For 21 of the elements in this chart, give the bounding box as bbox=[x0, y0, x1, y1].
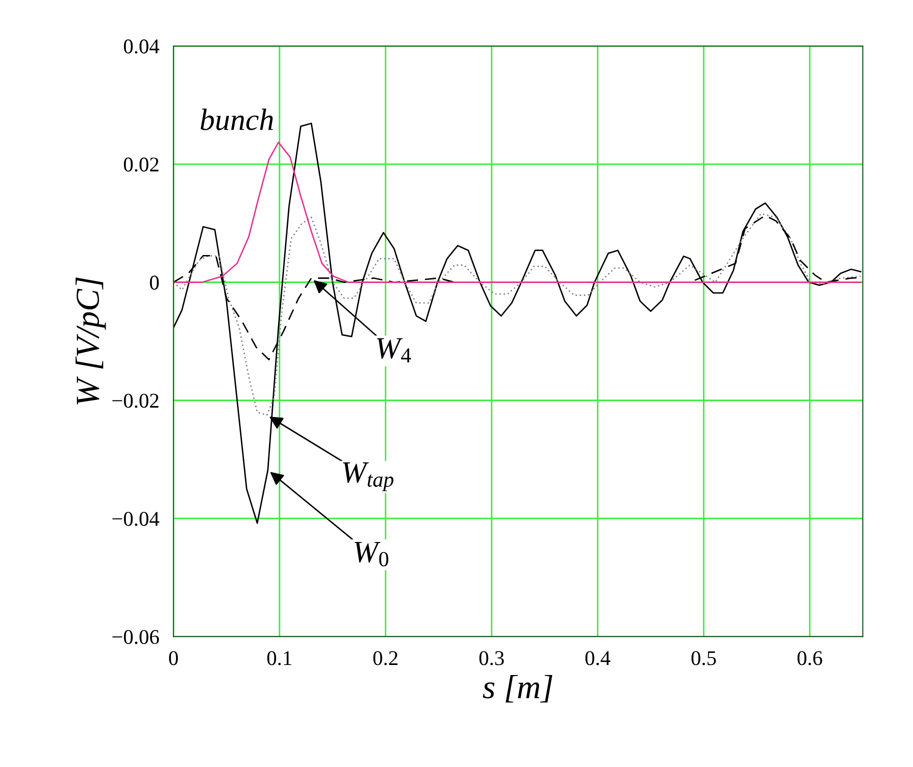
annotation: W$_{0}$ bbox=[354, 542, 388, 566]
x-tick-label: 0.5 bbox=[691, 651, 716, 666]
x-tick-label: 0.3 bbox=[479, 651, 504, 666]
annotation: bunch bbox=[200, 108, 273, 130]
x-tick-label: 0.6 bbox=[798, 651, 822, 666]
y-axis-title: W [V/pC] bbox=[76, 278, 106, 404]
y-tick-label: 0.02 bbox=[124, 158, 158, 172]
y-tick-label: −0.02 bbox=[112, 394, 158, 408]
x-axis-title: s [m] bbox=[482, 674, 552, 703]
annotation: W$_{tap}$ bbox=[343, 462, 394, 492]
y-tick-label: 0 bbox=[150, 276, 159, 290]
y-tick-label: 0.04 bbox=[124, 39, 160, 54]
x-tick-label: 0 bbox=[169, 651, 178, 666]
y-tick-label: −0.06 bbox=[112, 630, 159, 644]
y-tick-label: −0.04 bbox=[112, 512, 160, 526]
line-series bbox=[173, 213, 862, 416]
x-tick-label: 0.4 bbox=[585, 651, 610, 666]
x-tick-label: 0.2 bbox=[373, 651, 398, 666]
annotation: W$_{4}$ bbox=[376, 338, 412, 362]
x-tick-label: 0.1 bbox=[267, 651, 292, 666]
line-series bbox=[173, 142, 862, 283]
